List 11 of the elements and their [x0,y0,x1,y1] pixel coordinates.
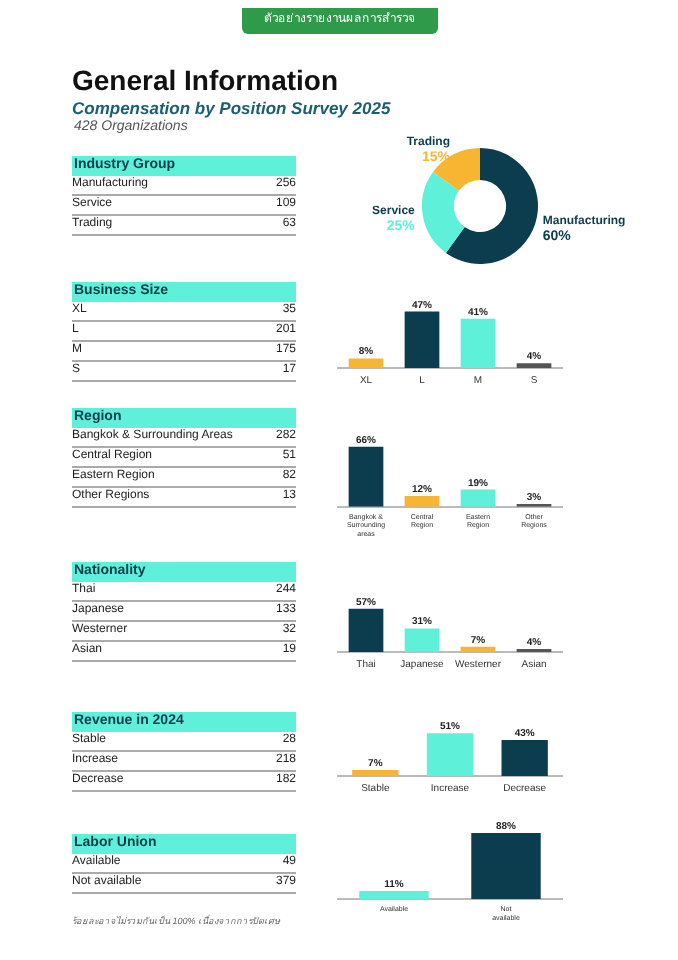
bar [348,608,384,652]
bar [348,358,384,368]
bar [404,311,440,368]
text: Compensation by Position Survey 2025 [72,98,391,118]
bar [460,646,496,652]
text: General Information [72,64,339,96]
bar [404,628,440,652]
bar [348,446,384,507]
bar [460,318,496,368]
bar [404,495,440,507]
bar [460,489,496,507]
